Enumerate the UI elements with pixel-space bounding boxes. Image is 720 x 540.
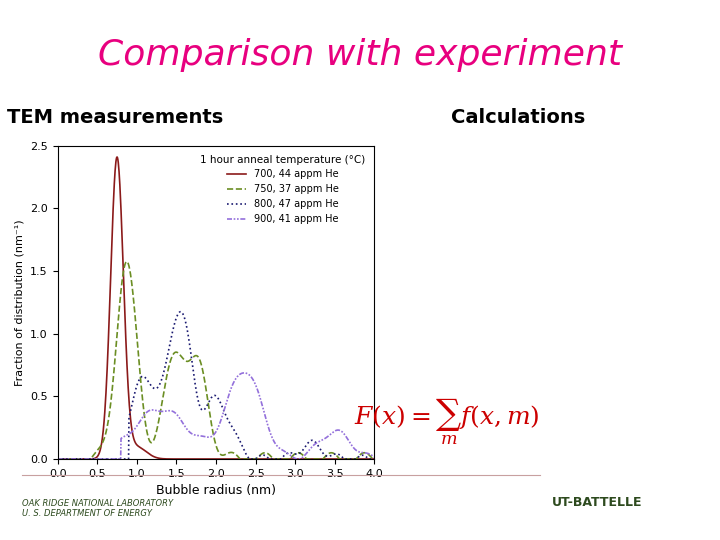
Text: TEM measurements: TEM measurements: [7, 108, 223, 127]
X-axis label: Bubble radius (nm): Bubble radius (nm): [156, 484, 276, 497]
Y-axis label: Fraction of distribution (nm⁻¹): Fraction of distribution (nm⁻¹): [14, 219, 24, 386]
Text: UT-BATTELLE: UT-BATTELLE: [552, 496, 643, 509]
Text: OAK RIDGE NATIONAL LABORATORY
U. S. DEPARTMENT OF ENERGY: OAK RIDGE NATIONAL LABORATORY U. S. DEPA…: [22, 499, 173, 518]
Legend: 700, 44 appm He, 750, 37 appm He, 800, 47 appm He, 900, 41 appm He: 700, 44 appm He, 750, 37 appm He, 800, 4…: [197, 151, 369, 228]
Text: $F(x) = \sum_m f(x,m)$: $F(x) = \sum_m f(x,m)$: [354, 396, 539, 447]
Text: Calculations: Calculations: [451, 108, 585, 127]
Text: Comparison with experiment: Comparison with experiment: [98, 38, 622, 72]
